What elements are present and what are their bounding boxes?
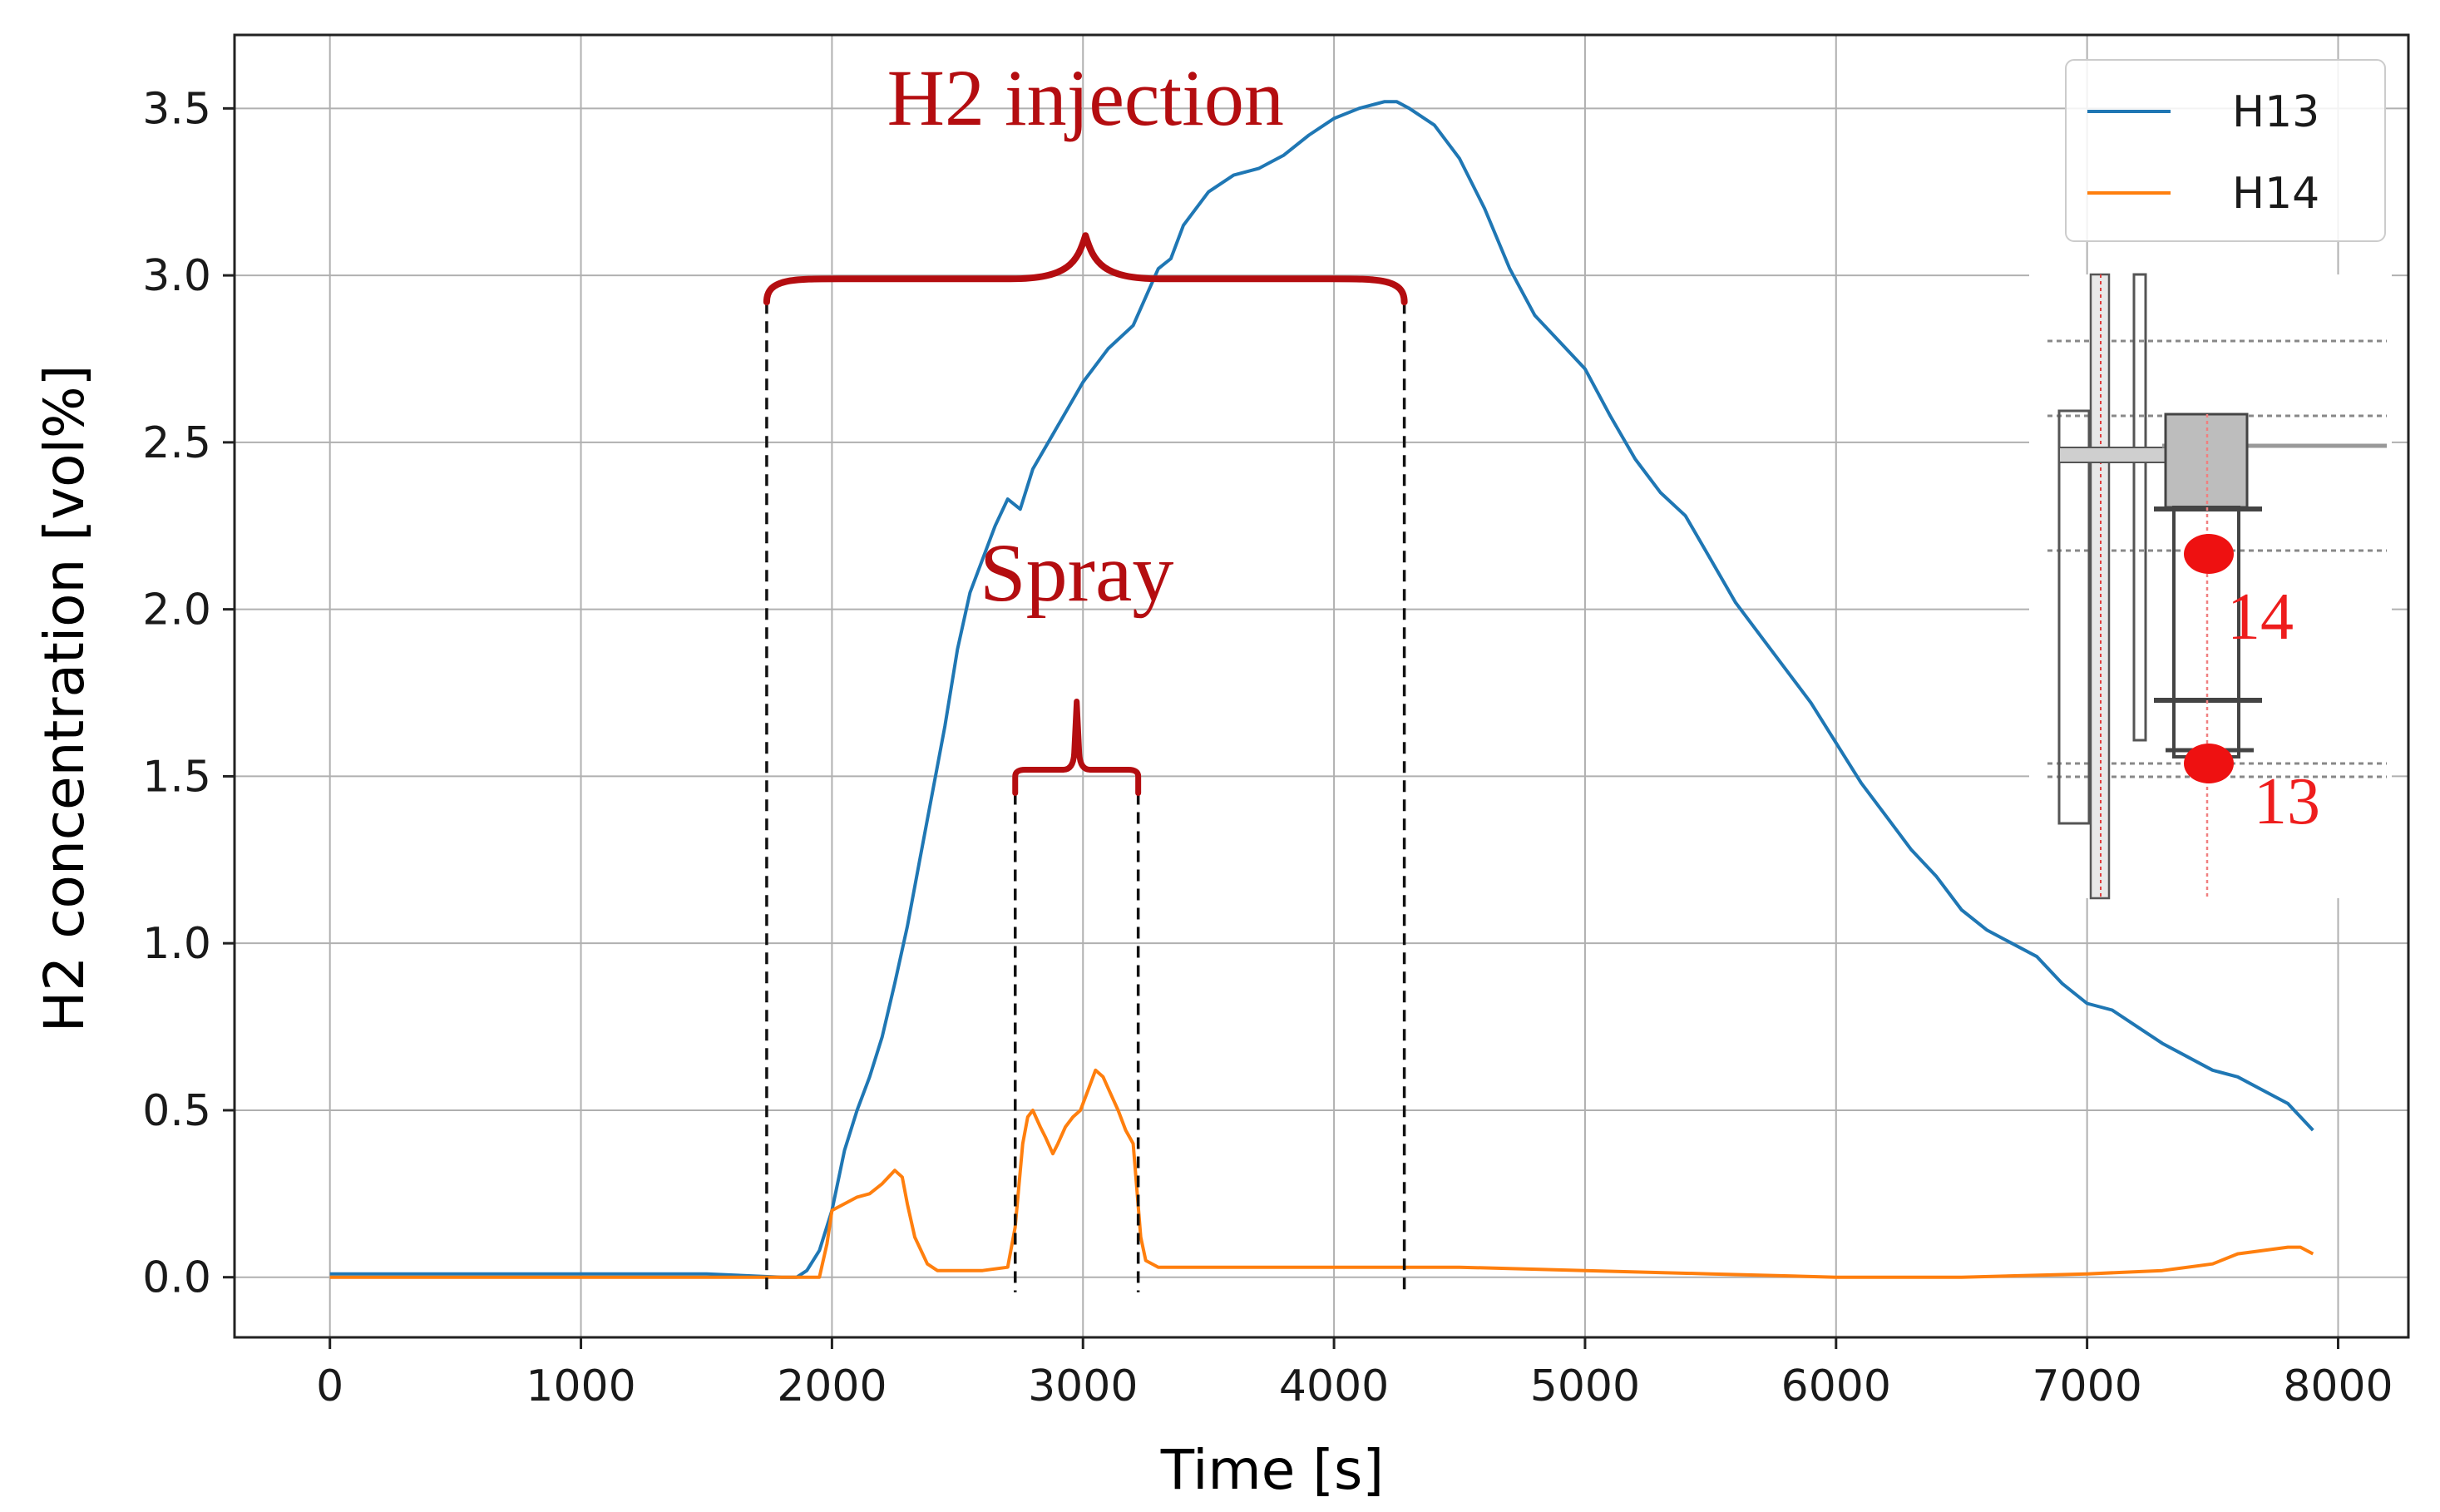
annotation-brace	[1012, 698, 1142, 796]
annotation-brace	[763, 232, 1408, 306]
y-tick-label: 2.5	[142, 418, 211, 468]
x-tick-label: 7000	[2032, 1361, 2141, 1411]
inset-left-pipe	[2057, 409, 2091, 825]
x-tick-label: 0	[316, 1361, 343, 1411]
y-tick-label: 0.5	[142, 1086, 211, 1136]
x-tick-label: 3000	[1028, 1361, 1138, 1411]
sensor-marker-14	[2184, 534, 2234, 574]
x-axis-title: Time [s]	[1160, 1438, 1384, 1502]
legend-box	[2065, 59, 2386, 242]
sensor-label-13: 13	[2254, 765, 2320, 838]
legend-label-h13: H13	[2232, 87, 2319, 137]
x-tick-label: 4000	[1279, 1361, 1389, 1411]
y-tick-label: 3.0	[142, 251, 211, 301]
plot-series	[329, 100, 2314, 1279]
inset-background	[2029, 274, 2392, 898]
y-tick-label: 1.5	[142, 752, 211, 802]
x-tick-label: 8000	[2283, 1361, 2393, 1411]
spray-label: Spray	[980, 526, 1173, 619]
series-line-h14	[329, 1068, 2314, 1279]
x-tick-label: 5000	[1530, 1361, 1640, 1411]
x-tick-label: 6000	[1781, 1361, 1891, 1411]
legend: H13 H14	[2065, 59, 2386, 242]
sensor-inset: 14 13	[2029, 273, 2392, 900]
plot-frame	[233, 33, 2410, 1339]
y-axis-title: H2 concentration [vol%]	[32, 365, 96, 1033]
legend-label-h14: H14	[2232, 169, 2319, 219]
sensor-marker-13	[2184, 744, 2234, 783]
ticks: 0 1000 2000 3000 4000 5000 6000 7000 8000 0.0 0.5 1…	[142, 84, 2393, 1411]
y-tick-label: 1.0	[142, 919, 211, 969]
x-tick-label: 1000	[526, 1361, 635, 1411]
y-tick-label: 3.5	[142, 84, 211, 134]
y-tick-label: 0.0	[142, 1253, 211, 1303]
series-line-h13	[329, 100, 2314, 1279]
grid	[235, 35, 2408, 1337]
y-tick-label: 2.0	[142, 586, 211, 635]
sensor-label-14: 14	[2227, 581, 2294, 654]
inset-cross-bar	[2058, 447, 2176, 463]
h2-injection-label: H2 injection	[887, 53, 1284, 142]
inset-rod	[2132, 273, 2147, 742]
x-tick-label: 2000	[777, 1361, 887, 1411]
annotations: H2 injection Spray	[763, 53, 1408, 1292]
